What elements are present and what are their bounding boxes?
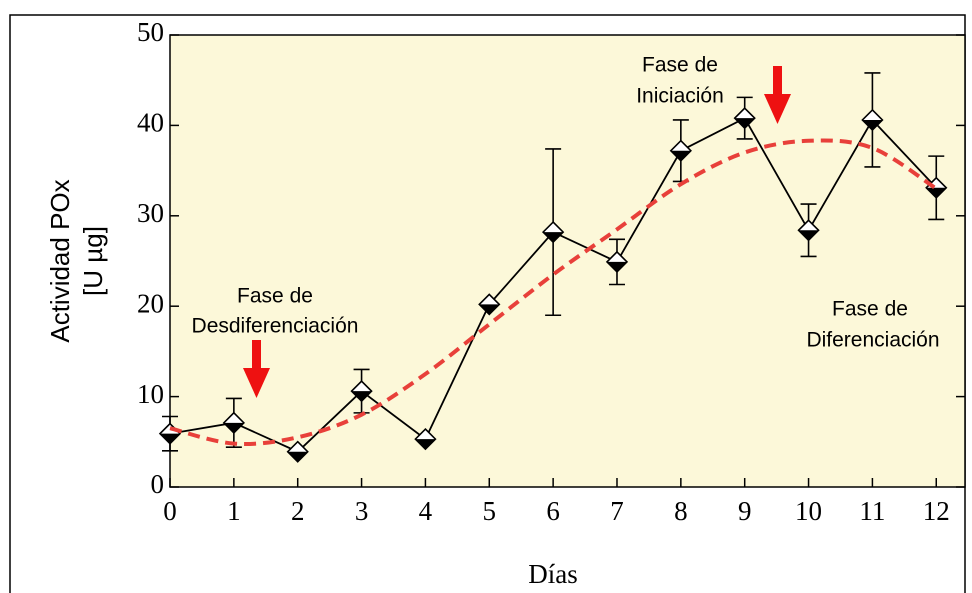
- plot-area: [169, 34, 966, 488]
- x-tick-label: 3: [355, 496, 369, 526]
- marker: [797, 219, 820, 242]
- y-tick-label: 50: [137, 17, 164, 47]
- x-tick-label: 6: [546, 496, 560, 526]
- x-tick-label: 12: [923, 496, 950, 526]
- annotation: Desdiferenciación: [192, 315, 359, 338]
- annotation: Diferenciación: [806, 329, 939, 352]
- y-tick-label: 0: [151, 469, 165, 499]
- x-tick-label: 10: [795, 496, 822, 526]
- x-tick-label: 0: [163, 496, 177, 526]
- marker: [286, 440, 309, 463]
- x-tick-label: 2: [291, 496, 305, 526]
- x-tick-label: 11: [859, 496, 885, 526]
- marker: [414, 427, 437, 451]
- annotation: Fase de: [642, 54, 718, 77]
- annotation: Fase de: [237, 285, 313, 308]
- arrow: [243, 340, 270, 398]
- marker: [222, 411, 245, 434]
- x-tick-label: 1: [227, 496, 241, 526]
- y-axis-label: [U µg]: [78, 226, 108, 296]
- annotation: Fase de: [832, 298, 908, 321]
- y-tick-label: 10: [137, 379, 164, 409]
- arrow: [764, 66, 791, 124]
- marker: [478, 293, 501, 316]
- y-tick-label: 30: [137, 198, 164, 228]
- marker: [925, 176, 948, 199]
- y-axis-label: Actividad POx: [45, 179, 75, 342]
- marker: [542, 220, 565, 244]
- marker: [350, 380, 373, 403]
- y-tick-label: 40: [137, 108, 164, 138]
- x-tick-label: 5: [483, 496, 497, 526]
- x-tick-label: 7: [610, 496, 624, 526]
- x-tick-label: 8: [674, 496, 688, 526]
- marker: [669, 139, 692, 162]
- fit-curve: [169, 138, 938, 446]
- x-axis-label: Días: [528, 559, 578, 589]
- x-tick-label: 4: [419, 496, 433, 526]
- marker: [861, 108, 884, 132]
- y-tick-label: 20: [137, 288, 164, 318]
- marker: [605, 250, 629, 274]
- x-tick-label: 9: [738, 496, 752, 526]
- annotation: Iniciación: [636, 85, 724, 108]
- marker: [733, 107, 756, 130]
